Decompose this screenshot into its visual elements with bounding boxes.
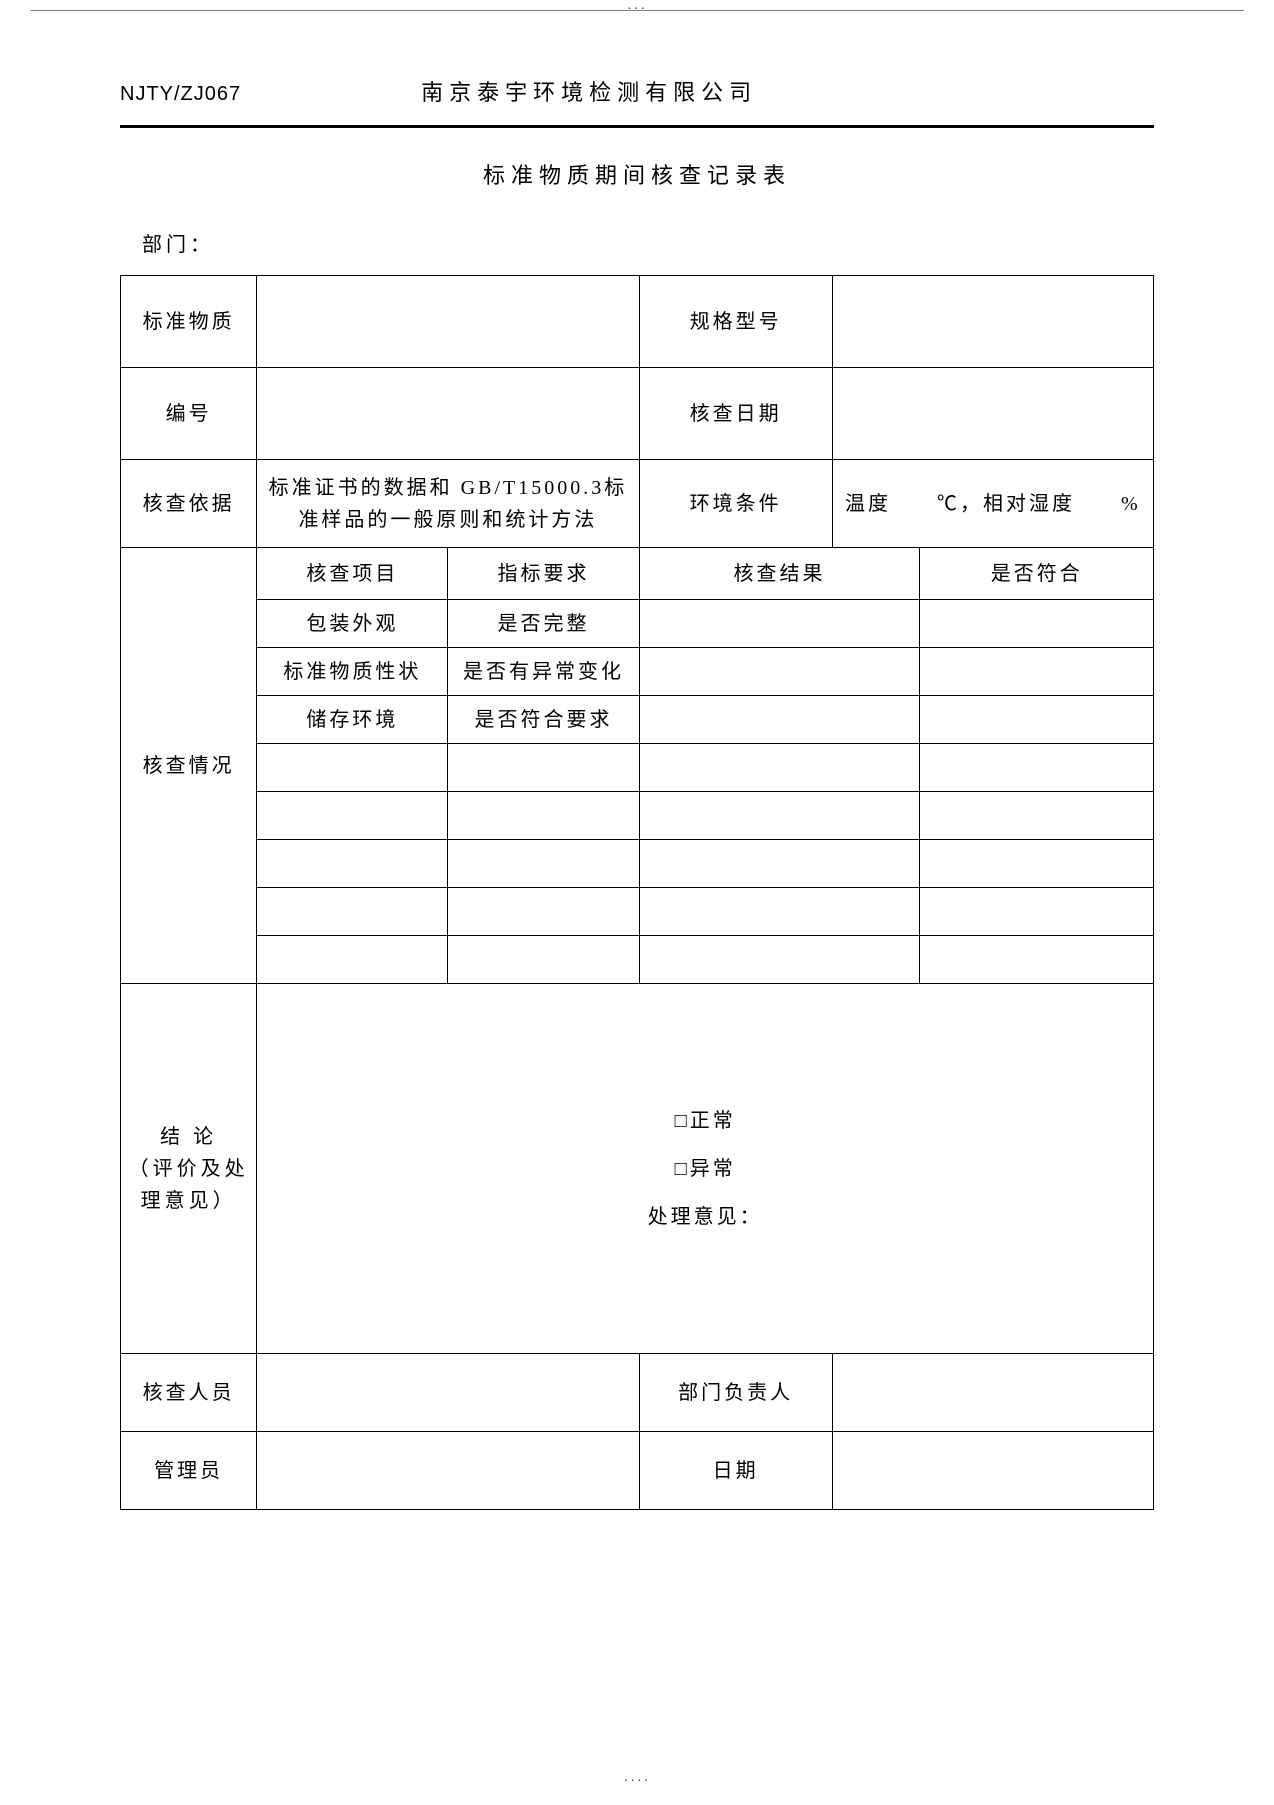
situation-cell[interactable] — [920, 840, 1154, 888]
form-table: 标准物质 规格型号 编号 核查日期 核查依据 标准证书的数据和 GB/T1500… — [120, 275, 1154, 1510]
label-admin: 管理员 — [121, 1432, 257, 1510]
situation-cell[interactable] — [920, 936, 1154, 984]
situation-cell[interactable] — [257, 888, 448, 936]
situation-cell[interactable] — [639, 792, 920, 840]
conclusion-label-line2: （评价及处 — [129, 1158, 249, 1180]
header-check-result: 核查结果 — [639, 548, 920, 600]
situation-cell[interactable] — [639, 600, 920, 648]
header-conform: 是否符合 — [920, 548, 1154, 600]
label-env-condition: 环境条件 — [639, 460, 832, 548]
situation-cell: 包装外观 — [257, 600, 448, 648]
situation-cell[interactable] — [639, 840, 920, 888]
value-admin[interactable] — [257, 1432, 639, 1510]
situation-cell[interactable] — [448, 888, 639, 936]
situation-cell[interactable] — [257, 744, 448, 792]
value-checker[interactable] — [257, 1354, 639, 1432]
situation-cell[interactable] — [639, 936, 920, 984]
page-bottom-dots: ···· — [624, 1774, 651, 1790]
label-number: 编号 — [121, 368, 257, 460]
situation-cell[interactable] — [920, 600, 1154, 648]
conclusion-label-line3: 理意见） — [141, 1190, 237, 1212]
situation-cell[interactable] — [257, 840, 448, 888]
situation-cell[interactable] — [639, 888, 920, 936]
conclusion-option-normal[interactable]: □正常 — [648, 1097, 763, 1145]
value-date[interactable] — [832, 1432, 1153, 1510]
situation-cell[interactable] — [639, 648, 920, 696]
conclusion-label-line1: 结 论 — [160, 1126, 217, 1148]
department-label: 部门： — [142, 228, 1154, 257]
situation-cell[interactable] — [448, 792, 639, 840]
value-env-condition[interactable]: 温度 ℃，相对湿度 % — [832, 460, 1153, 548]
situation-cell: 是否有异常变化 — [448, 648, 639, 696]
label-check-date: 核查日期 — [639, 368, 832, 460]
label-date: 日期 — [639, 1432, 832, 1510]
situation-cell[interactable] — [920, 648, 1154, 696]
form-title: 标准物质期间核查记录表 — [120, 158, 1154, 190]
page-container: NJTY/ZJ067 南京泰宇环境检测有限公司 标准物质期间核查记录表 部门： … — [0, 0, 1274, 1570]
label-dept-head: 部门负责人 — [639, 1354, 832, 1432]
value-standard-material[interactable] — [257, 276, 639, 368]
company-name: 南京泰宇环境检测有限公司 — [421, 75, 757, 107]
value-check-basis: 标准证书的数据和 GB/T15000.3标准样品的一般原则和统计方法 — [257, 460, 639, 548]
value-spec-model[interactable] — [832, 276, 1153, 368]
header-index-req: 指标要求 — [448, 548, 639, 600]
conclusion-handling-opinion: 处理意见： — [648, 1193, 763, 1241]
situation-cell[interactable] — [257, 936, 448, 984]
situation-cell[interactable] — [639, 696, 920, 744]
situation-cell[interactable] — [920, 888, 1154, 936]
conclusion-option-abnormal[interactable]: □异常 — [648, 1145, 763, 1193]
situation-cell[interactable] — [639, 744, 920, 792]
situation-cell[interactable] — [920, 792, 1154, 840]
situation-cell: 是否符合要求 — [448, 696, 639, 744]
value-conclusion[interactable]: □正常 □异常 处理意见： — [257, 984, 1154, 1354]
header-rule — [120, 125, 1154, 128]
label-checker: 核查人员 — [121, 1354, 257, 1432]
header-check-item: 核查项目 — [257, 548, 448, 600]
situation-cell[interactable] — [257, 792, 448, 840]
label-check-basis: 核查依据 — [121, 460, 257, 548]
situation-cell: 是否完整 — [448, 600, 639, 648]
situation-cell: 储存环境 — [257, 696, 448, 744]
value-number[interactable] — [257, 368, 639, 460]
situation-cell: 标准物质性状 — [257, 648, 448, 696]
situation-cell[interactable] — [920, 696, 1154, 744]
label-check-situation: 核查情况 — [121, 548, 257, 984]
value-check-date[interactable] — [832, 368, 1153, 460]
document-code: NJTY/ZJ067 — [120, 83, 241, 106]
situation-cell[interactable] — [920, 744, 1154, 792]
label-conclusion: 结 论 （评价及处 理意见） — [121, 984, 257, 1354]
situation-cell[interactable] — [448, 936, 639, 984]
header-row: NJTY/ZJ067 南京泰宇环境检测有限公司 — [120, 75, 1154, 107]
label-standard-material: 标准物质 — [121, 276, 257, 368]
page-top-dots: ··· — [627, 2, 647, 18]
value-dept-head[interactable] — [832, 1354, 1153, 1432]
situation-cell[interactable] — [448, 840, 639, 888]
label-spec-model: 规格型号 — [639, 276, 832, 368]
situation-cell[interactable] — [448, 744, 639, 792]
